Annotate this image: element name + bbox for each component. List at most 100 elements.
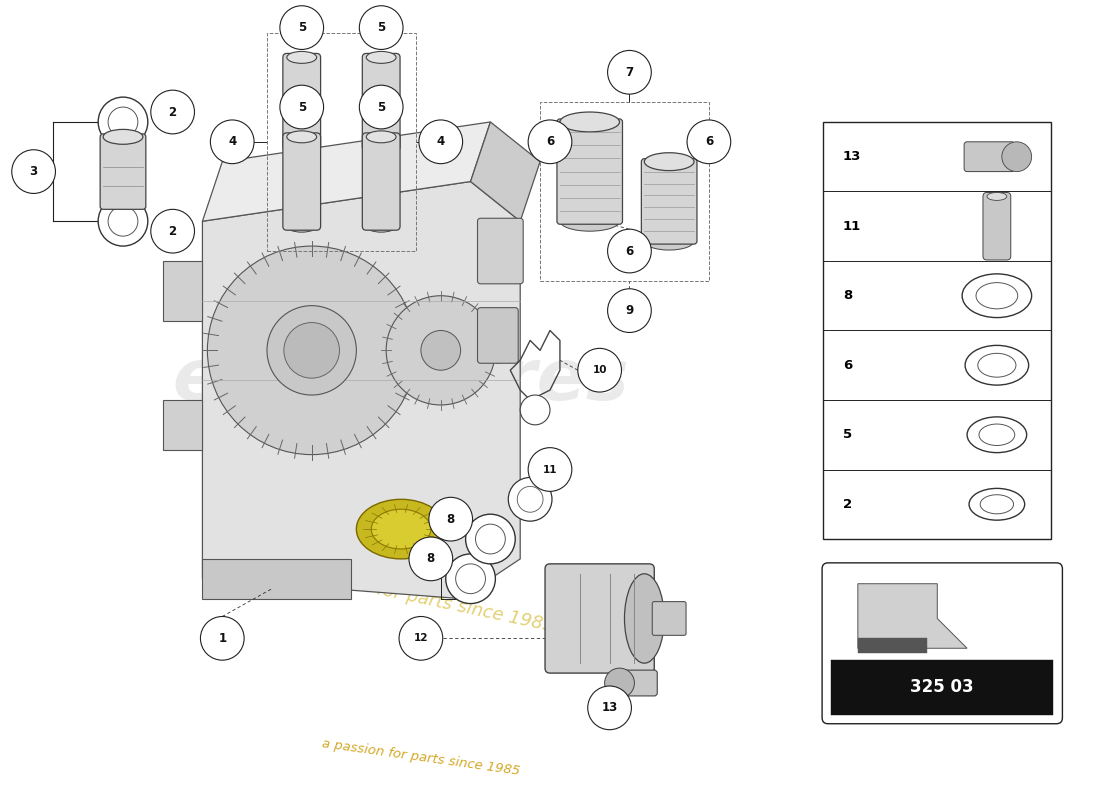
Text: 8: 8 bbox=[447, 513, 454, 526]
Circle shape bbox=[607, 289, 651, 333]
Circle shape bbox=[98, 97, 147, 146]
FancyBboxPatch shape bbox=[641, 158, 697, 244]
Circle shape bbox=[528, 120, 572, 164]
Text: 3: 3 bbox=[30, 165, 37, 178]
Polygon shape bbox=[163, 261, 202, 321]
Ellipse shape bbox=[372, 510, 431, 549]
Ellipse shape bbox=[965, 346, 1028, 385]
FancyBboxPatch shape bbox=[283, 54, 320, 150]
Text: 13: 13 bbox=[602, 702, 618, 714]
Ellipse shape bbox=[287, 220, 317, 232]
FancyBboxPatch shape bbox=[616, 670, 658, 696]
Text: 4: 4 bbox=[437, 135, 444, 148]
Circle shape bbox=[399, 617, 442, 660]
FancyBboxPatch shape bbox=[652, 602, 686, 635]
Text: 5: 5 bbox=[298, 21, 306, 34]
Circle shape bbox=[465, 514, 515, 564]
Circle shape bbox=[98, 197, 147, 246]
Ellipse shape bbox=[287, 131, 317, 142]
FancyBboxPatch shape bbox=[544, 564, 654, 673]
Text: 10: 10 bbox=[593, 366, 607, 375]
Text: 6: 6 bbox=[625, 245, 634, 258]
Ellipse shape bbox=[978, 354, 1016, 377]
Circle shape bbox=[528, 448, 572, 491]
Circle shape bbox=[607, 229, 651, 273]
Ellipse shape bbox=[560, 211, 619, 231]
Circle shape bbox=[200, 617, 244, 660]
Circle shape bbox=[587, 686, 631, 730]
Text: 5: 5 bbox=[298, 101, 306, 114]
Circle shape bbox=[455, 564, 485, 594]
Circle shape bbox=[578, 348, 621, 392]
Text: 325 03: 325 03 bbox=[911, 678, 975, 696]
Text: 6: 6 bbox=[843, 358, 852, 372]
Circle shape bbox=[151, 210, 195, 253]
Text: 11: 11 bbox=[843, 220, 861, 233]
Circle shape bbox=[284, 322, 340, 378]
Bar bbox=[858, 638, 927, 654]
Ellipse shape bbox=[366, 131, 396, 142]
Text: a passion for parts since 1985: a passion for parts since 1985 bbox=[321, 737, 520, 778]
Text: 5: 5 bbox=[843, 428, 852, 442]
Ellipse shape bbox=[366, 51, 396, 63]
Polygon shape bbox=[202, 122, 491, 222]
Ellipse shape bbox=[979, 424, 1014, 446]
Ellipse shape bbox=[366, 141, 396, 153]
Bar bbox=[830, 660, 1054, 714]
Ellipse shape bbox=[969, 488, 1025, 520]
Text: eurospares: eurospares bbox=[173, 346, 629, 414]
FancyBboxPatch shape bbox=[283, 133, 320, 230]
Circle shape bbox=[12, 150, 55, 194]
Text: 1: 1 bbox=[218, 632, 227, 645]
FancyBboxPatch shape bbox=[477, 218, 524, 284]
Ellipse shape bbox=[987, 193, 1007, 200]
Circle shape bbox=[279, 86, 323, 129]
Ellipse shape bbox=[103, 130, 143, 144]
Circle shape bbox=[267, 306, 356, 395]
Ellipse shape bbox=[287, 51, 317, 63]
Text: 5: 5 bbox=[377, 101, 385, 114]
Text: 5: 5 bbox=[377, 21, 385, 34]
Polygon shape bbox=[858, 584, 967, 648]
Ellipse shape bbox=[287, 141, 317, 153]
Ellipse shape bbox=[356, 499, 446, 559]
Bar bbox=[823, 122, 1052, 539]
Ellipse shape bbox=[962, 274, 1032, 318]
Polygon shape bbox=[202, 182, 520, 598]
Ellipse shape bbox=[976, 282, 1018, 309]
Ellipse shape bbox=[103, 199, 143, 214]
Text: 9: 9 bbox=[625, 304, 634, 317]
Circle shape bbox=[1002, 142, 1032, 171]
Text: 8: 8 bbox=[843, 290, 852, 302]
Circle shape bbox=[108, 206, 138, 236]
Circle shape bbox=[108, 107, 138, 137]
Circle shape bbox=[508, 478, 552, 521]
FancyBboxPatch shape bbox=[100, 134, 146, 210]
Ellipse shape bbox=[645, 232, 694, 250]
Circle shape bbox=[419, 120, 463, 164]
Circle shape bbox=[360, 86, 403, 129]
Ellipse shape bbox=[980, 494, 1013, 514]
Text: 6: 6 bbox=[705, 135, 713, 148]
Ellipse shape bbox=[366, 220, 396, 232]
Circle shape bbox=[446, 554, 495, 603]
Text: 2: 2 bbox=[843, 498, 852, 510]
Circle shape bbox=[475, 524, 505, 554]
Circle shape bbox=[421, 330, 461, 370]
Circle shape bbox=[607, 50, 651, 94]
FancyBboxPatch shape bbox=[362, 54, 400, 150]
Circle shape bbox=[208, 246, 416, 454]
Ellipse shape bbox=[645, 153, 694, 170]
Polygon shape bbox=[163, 400, 202, 450]
Text: 6: 6 bbox=[546, 135, 554, 148]
Circle shape bbox=[386, 296, 495, 405]
Ellipse shape bbox=[967, 417, 1026, 453]
FancyBboxPatch shape bbox=[557, 119, 623, 224]
Circle shape bbox=[605, 668, 635, 698]
Text: a passion for parts since 1985: a passion for parts since 1985 bbox=[286, 562, 556, 636]
Text: 12: 12 bbox=[414, 634, 428, 643]
Circle shape bbox=[409, 537, 453, 581]
Circle shape bbox=[429, 498, 473, 541]
Text: 8: 8 bbox=[427, 552, 434, 566]
Text: 2: 2 bbox=[168, 106, 177, 118]
